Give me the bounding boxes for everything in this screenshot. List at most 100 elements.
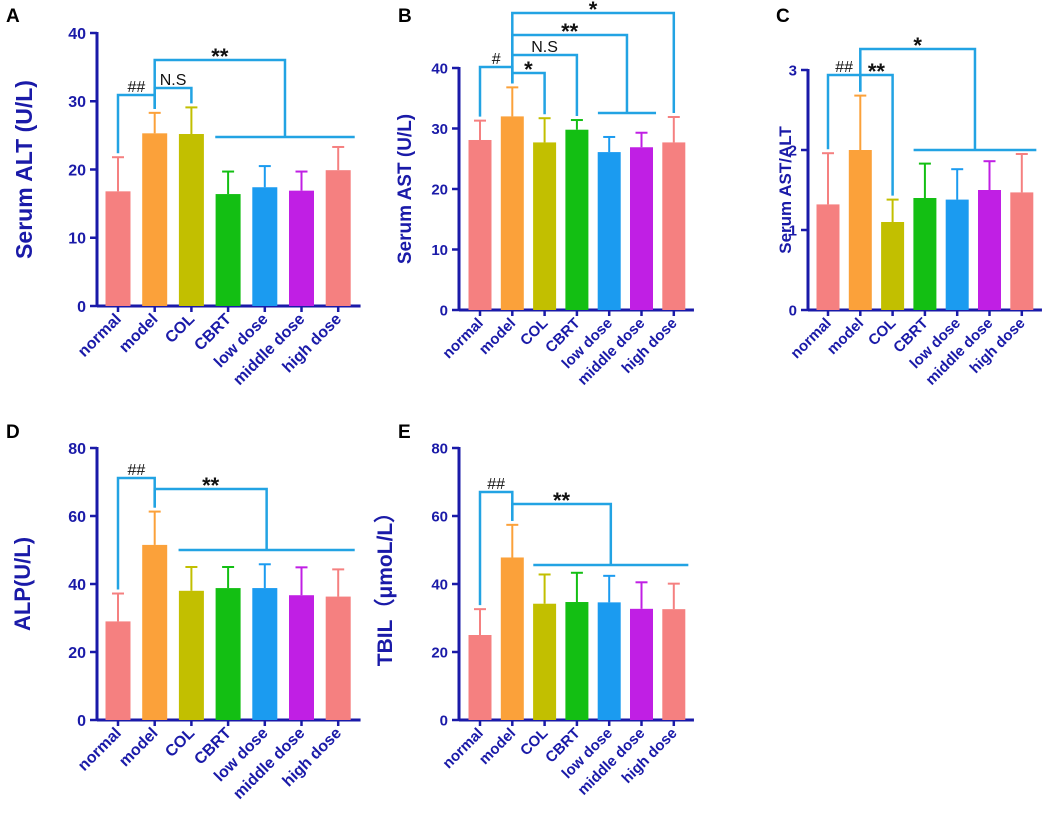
bar-high-dose xyxy=(662,609,686,720)
bar-COL xyxy=(178,134,204,306)
y-tick-label: 40 xyxy=(68,26,86,43)
significance-label: ** xyxy=(202,473,220,498)
y-tick-label: 80 xyxy=(431,440,448,457)
bar-model xyxy=(848,150,872,310)
x-tick-label: model xyxy=(476,725,519,768)
significance-bracket xyxy=(153,58,287,137)
x-tick-label: normal xyxy=(439,725,486,772)
x-tick-label: model xyxy=(116,311,161,356)
y-tick-label: 1 xyxy=(789,222,797,239)
panel-letter: E xyxy=(398,422,411,443)
bar-high-dose xyxy=(325,170,351,306)
bar-CBRT xyxy=(565,129,589,310)
y-tick-label: 0 xyxy=(440,712,448,729)
bar-normal xyxy=(468,635,492,720)
bar-model xyxy=(500,116,524,311)
bar-COL xyxy=(178,590,204,720)
significance-label: * xyxy=(589,0,598,22)
y-tick-label: 20 xyxy=(68,645,86,662)
bar-low-dose xyxy=(597,152,621,310)
y-tick-label: 40 xyxy=(68,577,86,594)
y-tick-label: 20 xyxy=(431,181,448,198)
bar-COL xyxy=(533,142,557,310)
y-tick-label: 20 xyxy=(431,644,448,661)
bar-model xyxy=(142,133,168,306)
bar-CBRT xyxy=(913,198,937,310)
significance-label: * xyxy=(913,33,922,58)
significance-label: N.S xyxy=(160,72,187,89)
bar-COL xyxy=(533,603,557,720)
bar-CBRT xyxy=(565,602,589,720)
x-tick-label: model xyxy=(824,315,867,358)
bar-normal xyxy=(105,191,131,306)
significance-label: N.S xyxy=(531,39,558,56)
bar-middle-dose xyxy=(978,190,1001,310)
significance-label: # xyxy=(492,51,501,68)
bar-normal xyxy=(105,621,131,720)
y-tick-label: 2 xyxy=(789,142,797,159)
significance-label: ## xyxy=(127,79,145,96)
bar-low-dose xyxy=(945,199,969,310)
y-tick-label: 0 xyxy=(789,302,797,319)
bar-high-dose xyxy=(662,142,686,310)
panel-letter: D xyxy=(6,422,20,443)
bar-COL xyxy=(881,222,905,310)
y-tick-label: 0 xyxy=(77,299,86,316)
bar-low-dose xyxy=(252,588,278,720)
bar-model xyxy=(500,557,524,720)
y-tick-label: 60 xyxy=(431,508,448,525)
y-tick-label: 60 xyxy=(68,509,86,526)
significance-label: ## xyxy=(127,462,145,479)
significance-label: ** xyxy=(211,44,229,69)
bar-middle-dose xyxy=(289,595,314,720)
y-tick-label: 0 xyxy=(440,302,448,319)
significance-bracket xyxy=(153,487,268,550)
y-axis-title: Serum AST/ALT xyxy=(776,126,795,254)
y-axis-title: Serum ALT (U/L) xyxy=(11,80,37,259)
panel-letter: A xyxy=(6,6,20,27)
x-tick-label: normal xyxy=(75,725,125,775)
bar-middle-dose xyxy=(630,608,653,720)
significance-bracket xyxy=(826,73,862,150)
y-tick-label: 10 xyxy=(68,231,86,248)
bar-normal xyxy=(468,139,492,310)
significance-label: ** xyxy=(553,488,571,513)
significance-bracket xyxy=(511,11,676,114)
significance-label: ** xyxy=(868,59,886,84)
bar-low-dose xyxy=(597,602,621,720)
bar-normal xyxy=(816,204,840,310)
y-tick-label: 80 xyxy=(68,441,86,458)
panel-letter: B xyxy=(398,6,412,27)
significance-bracket xyxy=(478,65,514,117)
chart-panel-e: ETBIL（μmoL/L）020406080normalmodelCOLCBRT… xyxy=(373,422,694,799)
x-tick-label: model xyxy=(116,725,161,770)
panel-letter: C xyxy=(776,6,790,27)
y-tick-label: 30 xyxy=(431,121,448,138)
bar-high-dose xyxy=(325,596,351,720)
significance-bracket xyxy=(859,47,977,150)
y-tick-label: 20 xyxy=(68,162,86,179)
significance-label: ## xyxy=(487,476,505,493)
y-tick-label: 0 xyxy=(77,713,86,730)
bar-CBRT xyxy=(215,194,241,306)
x-tick-label: normal xyxy=(439,315,486,362)
x-tick-label: model xyxy=(476,315,519,358)
bar-middle-dose xyxy=(289,190,314,306)
y-tick-label: 3 xyxy=(789,62,797,79)
y-tick-label: 30 xyxy=(68,94,86,111)
bar-CBRT xyxy=(215,588,241,720)
y-tick-label: 40 xyxy=(431,576,448,593)
bar-low-dose xyxy=(252,187,278,306)
bar-high-dose xyxy=(1010,192,1034,310)
significance-label: ## xyxy=(835,59,853,76)
x-tick-label: normal xyxy=(75,311,125,361)
y-axis-title: Serum AST (U/L) xyxy=(395,114,416,264)
x-tick-label: normal xyxy=(787,315,834,362)
y-tick-label: 10 xyxy=(431,242,448,259)
significance-label: * xyxy=(524,57,533,82)
bar-middle-dose xyxy=(630,147,653,310)
